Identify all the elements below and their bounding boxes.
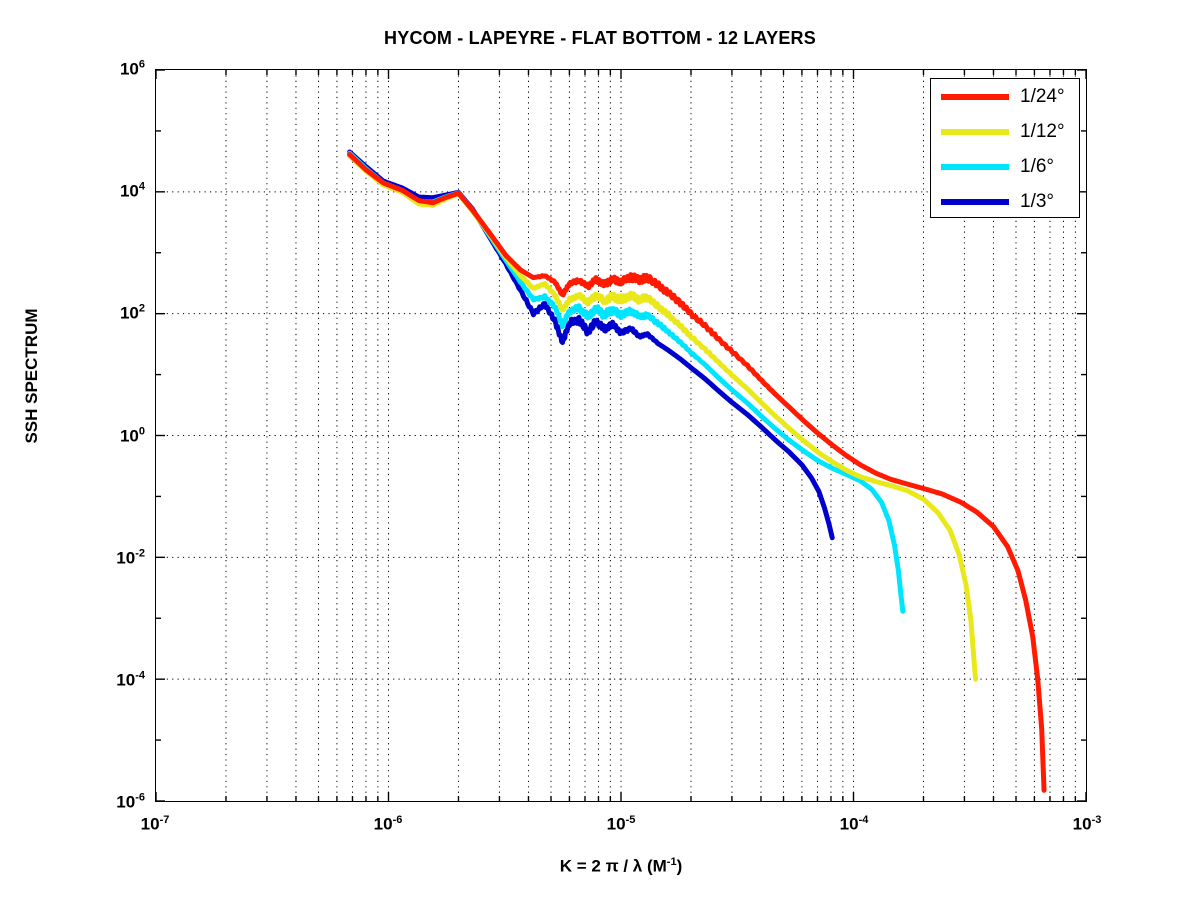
legend-item-16[interactable]: 1/6°: [931, 149, 1079, 184]
y-tick-mantissa: 10: [119, 59, 139, 79]
y-tick-mantissa: 10: [116, 547, 136, 567]
x-tick-label: 10-5: [607, 814, 636, 835]
legend-item-13[interactable]: 1/3°: [931, 184, 1079, 219]
x-tick-mantissa: 10: [373, 814, 393, 834]
axis-ticks: [156, 70, 1086, 801]
y-tick-label: 10-6: [93, 792, 145, 813]
y-tick-label: 100: [93, 425, 145, 446]
x-tick-mantissa: 10: [140, 814, 160, 834]
legend-swatch: [941, 198, 1009, 205]
y-tick-label: 102: [93, 303, 145, 324]
series-line-13: [347, 149, 835, 541]
x-tick-label: 10-4: [840, 814, 869, 835]
y-tick-exponent: 6: [138, 58, 145, 71]
data-series-group: [347, 149, 1047, 793]
legend-item-112[interactable]: 1/12°: [931, 114, 1079, 149]
legend-item-124[interactable]: 1/24°: [931, 79, 1079, 114]
series-line-112: [347, 153, 979, 682]
y-axis-label: SSH SPECTRUM: [22, 308, 41, 444]
y-tick-label: 10-2: [93, 547, 145, 568]
legend-label: 1/24°: [1020, 86, 1065, 107]
y-tick-exponent: 2: [138, 303, 145, 315]
y-tick-exponent: 4: [138, 180, 145, 193]
x-tick-exponent: -5: [625, 814, 636, 826]
legend-swatch: [941, 128, 1009, 135]
y-tick-label: 106: [93, 59, 145, 80]
x-tick-exponent: -3: [1091, 814, 1102, 826]
y-tick-mantissa: 10: [116, 670, 136, 690]
legend-label: 1/12°: [1020, 121, 1065, 142]
x-tick-label: 10-6: [374, 814, 403, 835]
x-tick-exponent: -6: [392, 814, 403, 826]
y-tick-exponent: -4: [135, 669, 145, 682]
legend-swatch: [941, 93, 1009, 100]
x-tick-exponent: -4: [858, 814, 869, 826]
x-axis-label: K = 2 π / λ (M-1): [155, 856, 1087, 877]
legend-label: 1/3°: [1020, 191, 1055, 212]
x-tick-mantissa: 10: [1072, 814, 1092, 834]
legend[interactable]: 1/24° 1/12° 1/6° 1/3°: [930, 78, 1080, 218]
series-line-124: [347, 152, 1047, 793]
y-tick-label: 10-4: [93, 670, 145, 691]
page-title: HYCOM - LAPEYRE - FLAT BOTTOM - 12 LAYER…: [384, 28, 816, 48]
x-tick-mantissa: 10: [606, 814, 626, 834]
x-axis-label-main: K = 2 π / λ (M: [559, 856, 667, 876]
plot-svg: [156, 70, 1086, 801]
series-line-16: [347, 150, 906, 614]
y-tick-mantissa: 10: [119, 181, 139, 201]
y-tick-mantissa: 10: [119, 425, 139, 445]
y-tick-exponent: -6: [135, 791, 145, 804]
y-tick-exponent: 0: [138, 425, 145, 438]
x-tick-mantissa: 10: [839, 814, 859, 834]
y-tick-mantissa: 10: [119, 303, 139, 323]
y-tick-mantissa: 10: [116, 792, 136, 812]
legend-label: 1/6°: [1020, 156, 1055, 177]
x-axis-label-exponent: -1: [666, 856, 677, 868]
y-tick-exponent: -2: [135, 547, 145, 560]
x-tick-exponent: -7: [159, 814, 170, 826]
legend-swatch: [941, 163, 1009, 170]
x-tick-label: 10-3: [1073, 814, 1102, 835]
x-axis-label-tail: ): [676, 856, 683, 876]
y-tick-label: 104: [93, 181, 145, 202]
x-tick-label: 10-7: [141, 814, 170, 835]
